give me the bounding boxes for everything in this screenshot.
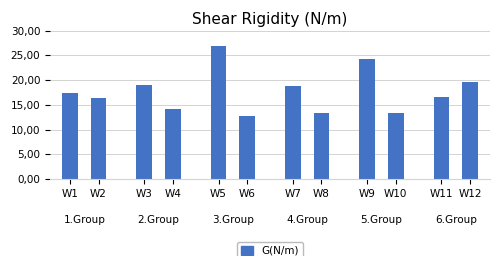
Bar xyxy=(136,85,152,179)
Bar xyxy=(360,59,375,179)
Text: 6.Group: 6.Group xyxy=(435,215,476,225)
Text: 1.Group: 1.Group xyxy=(64,215,105,225)
Bar xyxy=(90,98,106,179)
Bar xyxy=(62,93,78,179)
Bar xyxy=(434,97,450,179)
Bar xyxy=(462,82,478,179)
Bar xyxy=(165,109,180,179)
Bar xyxy=(210,46,226,179)
Text: 5.Group: 5.Group xyxy=(360,215,403,225)
Title: Shear Rigidity (N/m): Shear Rigidity (N/m) xyxy=(192,12,348,27)
Text: 2.Group: 2.Group xyxy=(138,215,179,225)
Bar xyxy=(314,113,330,179)
Bar xyxy=(240,116,255,179)
Text: 4.Group: 4.Group xyxy=(286,215,328,225)
Bar xyxy=(388,113,404,179)
Bar xyxy=(285,86,300,179)
Legend: G(N/m): G(N/m) xyxy=(236,242,304,256)
Text: 3.Group: 3.Group xyxy=(212,215,254,225)
